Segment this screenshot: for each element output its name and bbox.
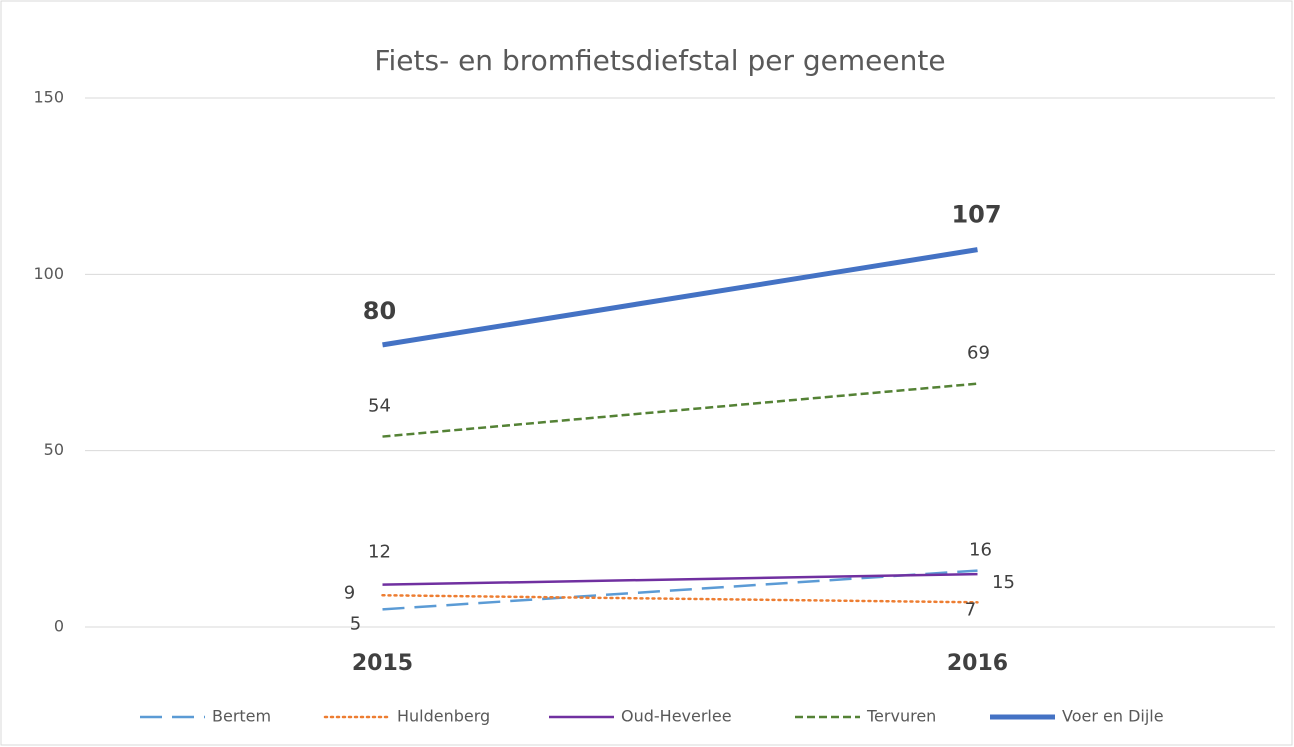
data-label: 16 [969, 540, 992, 561]
data-label: 9 [344, 582, 355, 603]
legend-label: Voer en Dijle [1062, 707, 1164, 726]
legend-label: Oud-Heverlee [621, 707, 732, 726]
data-label: 5 [350, 613, 361, 634]
data-label: 12 [368, 542, 391, 563]
x-tick-label: 2015 [352, 651, 413, 676]
line [382, 572, 978, 586]
y-tick-label: 100 [33, 264, 64, 283]
data-label: 15 [992, 572, 1015, 593]
data-label: 54 [368, 396, 391, 417]
data-label: 69 [967, 343, 990, 364]
legend-label: Bertem [212, 707, 271, 726]
data-label: 7 [965, 599, 976, 620]
y-tick-label: 50 [44, 440, 64, 459]
line [382, 382, 978, 438]
legend-label: Tervuren [866, 707, 936, 726]
y-tick-label: 150 [33, 88, 64, 107]
data-label: 107 [951, 201, 1001, 229]
x-tick-label: 2016 [947, 651, 1008, 676]
line [382, 247, 978, 348]
legend-label: Huldenberg [397, 707, 490, 726]
y-tick-label: 0 [54, 617, 64, 636]
data-label: 80 [363, 297, 396, 325]
chart-title: Fiets- en bromfietsdiefstal per gemeente [374, 44, 945, 77]
line [381, 594, 979, 604]
